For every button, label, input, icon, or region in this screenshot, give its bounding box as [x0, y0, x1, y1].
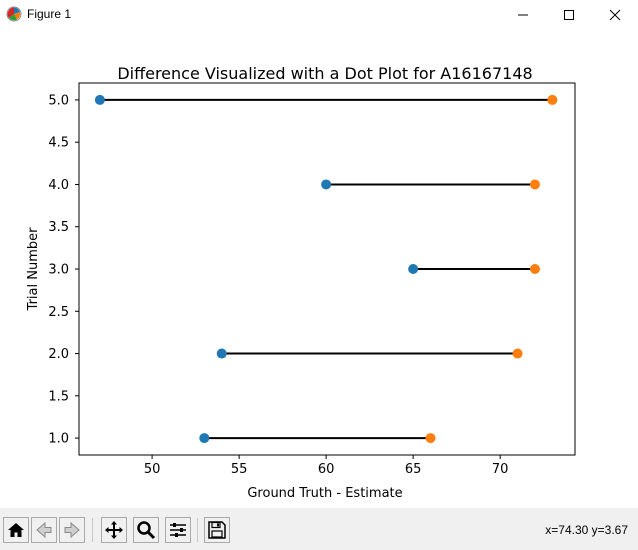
ground-truth-point — [94, 94, 105, 105]
x-tick-label: 70 — [492, 462, 509, 477]
y-tick-label: 3.5 — [48, 220, 69, 235]
x-tick-label: 60 — [318, 462, 335, 477]
ground-truth-point — [321, 179, 332, 190]
y-tick-label: 4.0 — [48, 178, 69, 193]
close-icon — [609, 9, 621, 21]
maximize-button[interactable] — [546, 0, 592, 30]
pan-button[interactable] — [101, 517, 127, 543]
y-tick-label: 1.0 — [48, 432, 69, 447]
toolbar-separator — [92, 518, 93, 542]
close-button[interactable] — [592, 0, 638, 30]
estimate-point — [529, 179, 540, 190]
maximize-icon — [564, 10, 574, 20]
ground-truth-point — [216, 348, 227, 359]
home-icon — [8, 523, 24, 537]
y-tick-label: 2.0 — [48, 347, 69, 362]
y-axis-label: Trial Number — [26, 227, 41, 312]
y-axis-ticks: 1.0 1.5 2.0 2.5 3.0 3.5 4.0 4.5 5.0 — [48, 93, 79, 447]
data-points — [94, 94, 558, 444]
y-tick-label: 5.0 — [48, 93, 69, 108]
back-icon — [36, 521, 52, 539]
dot-plot-chart[interactable]: Difference Visualized with a Dot Plot fo… — [0, 30, 638, 508]
estimate-point — [547, 94, 558, 105]
ground-truth-point — [199, 433, 210, 444]
x-tick-label: 50 — [144, 462, 161, 477]
ground-truth-point — [408, 264, 419, 274]
forward-icon — [64, 521, 80, 539]
y-tick-label: 1.5 — [48, 389, 69, 404]
back-button[interactable] — [31, 517, 57, 543]
configure-subplots-button[interactable] — [165, 517, 191, 543]
estimate-point — [512, 348, 523, 359]
window-title: Figure 1 — [27, 7, 72, 21]
minimize-button[interactable] — [500, 0, 546, 30]
x-tick-label: 65 — [405, 462, 422, 477]
save-icon — [208, 521, 226, 539]
forward-button[interactable] — [59, 517, 85, 543]
title-bar: Figure 1 — [0, 0, 638, 30]
configure-subplots-icon — [170, 523, 186, 537]
minimize-icon — [518, 14, 528, 16]
estimate-point — [425, 433, 436, 444]
estimate-point — [529, 264, 540, 274]
zoom-button[interactable] — [133, 517, 159, 543]
connector-lines — [99, 98, 553, 440]
x-axis-ticks: 50 55 60 65 70 — [144, 455, 509, 477]
save-button[interactable] — [204, 517, 230, 543]
figure-canvas[interactable]: Difference Visualized with a Dot Plot fo… — [0, 30, 638, 508]
y-tick-label: 2.5 — [48, 305, 69, 320]
y-tick-label: 3.0 — [48, 263, 69, 278]
cursor-coordinates: x=74.30 y=3.67 — [545, 523, 628, 537]
chart-title: Difference Visualized with a Dot Plot fo… — [117, 64, 532, 83]
zoom-icon — [137, 521, 156, 540]
y-tick-label: 4.5 — [48, 136, 69, 151]
matplotlib-logo-icon — [6, 6, 22, 22]
home-button[interactable] — [3, 517, 29, 543]
toolbar-separator — [197, 518, 198, 542]
navigation-toolbar: x=74.30 y=3.67 — [0, 508, 638, 550]
pan-icon — [105, 521, 123, 539]
x-tick-label: 55 — [231, 462, 248, 477]
x-axis-label: Ground Truth - Estimate — [247, 486, 402, 501]
